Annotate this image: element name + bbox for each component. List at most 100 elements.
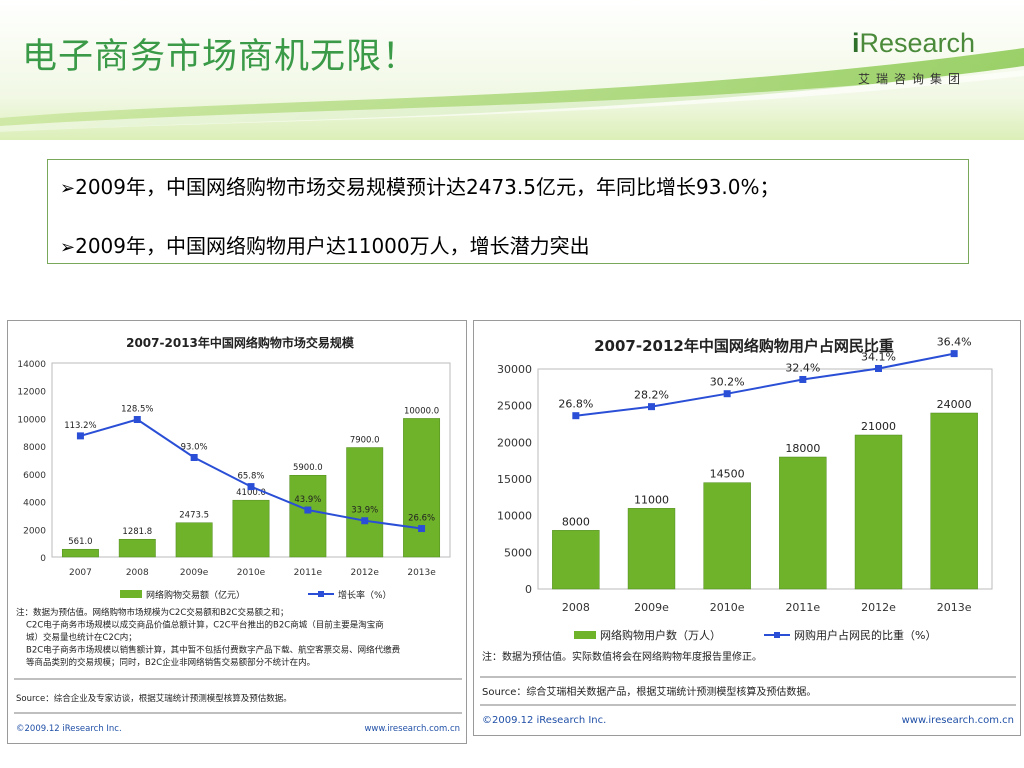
bar-data-label: 7900.0 bbox=[350, 436, 380, 446]
rate-point bbox=[361, 517, 369, 525]
y-tick-label: 14000 bbox=[17, 360, 46, 370]
y-tick-label: 8000 bbox=[23, 443, 46, 453]
user-share-chart-panel: 2007-2012年中国网络购物用户占网民比重 30000 25000 20000 15… bbox=[473, 320, 1021, 736]
rate-data-label: 33.9% bbox=[351, 506, 378, 516]
chart-note: 注：数据为预估值。实际数值将会在网络购物年度报告里修正。 bbox=[482, 650, 762, 663]
iresearch-logo: iResearch 艾瑞咨询集团 bbox=[852, 28, 1002, 90]
bar-data-label: 10000.0 bbox=[404, 406, 439, 416]
chart-note: 注：数据为预估值。网络购物市场规模为C2C交易额和B2C交易额之和； bbox=[16, 607, 288, 618]
chart-website: www.iresearch.com.cn bbox=[902, 715, 1014, 726]
x-tick-label: 2012e bbox=[350, 568, 379, 578]
rate-point bbox=[875, 364, 882, 372]
x-tick-label: 2013e bbox=[407, 568, 436, 578]
rate-point bbox=[304, 506, 312, 514]
chart-copyright: ©2009.12 iResearch Inc. bbox=[16, 724, 122, 734]
y-tick-label: 15000 bbox=[497, 473, 532, 486]
chart-note: B2C电子商务市场规模以销售额计算，其中暂不包括付费数字产品下载、航空客票交易、… bbox=[26, 645, 401, 656]
bar bbox=[703, 482, 751, 590]
bar bbox=[118, 538, 156, 558]
y-tick-label: 6000 bbox=[23, 471, 46, 481]
slide-title: 电子商务市场商机无限！ bbox=[22, 37, 419, 77]
bullet-arrow-icon: ➢ bbox=[60, 237, 76, 258]
y-tick-label: 4000 bbox=[23, 499, 46, 509]
summary-box: ➢2009年，中国网络购物市场交易规模预计达2473.5亿元，年同比增长93.0… bbox=[47, 159, 969, 264]
x-tick-label: 2007 bbox=[69, 568, 92, 578]
rate-point bbox=[648, 403, 655, 411]
bullet-arrow-icon: ➢ bbox=[60, 178, 76, 199]
x-tick-label: 2012e bbox=[861, 601, 896, 614]
rate-data-label: 26.6% bbox=[408, 514, 435, 524]
legend-bar-label: 网络购物交易额（亿元） bbox=[146, 589, 245, 601]
rate-data-label: 93.0% bbox=[181, 442, 208, 452]
summary-bullet-1: ➢2009年，中国网络购物市场交易规模预计达2473.5亿元，年同比增长93.0… bbox=[60, 175, 780, 199]
x-tick-label: 2011e bbox=[294, 568, 323, 578]
rate-point bbox=[418, 525, 426, 533]
rate-point bbox=[723, 390, 731, 398]
x-tick-label: 2011e bbox=[785, 601, 820, 614]
y-tick-label: 0 bbox=[40, 554, 46, 564]
x-tick-label: 2008 bbox=[562, 601, 590, 614]
rate-point bbox=[572, 412, 580, 420]
x-tick-label: 2010e bbox=[710, 601, 745, 614]
rate-data-label: 43.9% bbox=[294, 495, 321, 505]
chart-title: 2007-2012年中国网络购物用户占网民比重 bbox=[594, 337, 894, 355]
rate-point bbox=[950, 350, 958, 358]
rate-point bbox=[799, 375, 807, 383]
bar-data-label: 14500 bbox=[710, 468, 745, 481]
bar bbox=[552, 530, 600, 590]
bar-data-label: 2473.5 bbox=[179, 511, 209, 521]
y-tick-label: 30000 bbox=[497, 363, 532, 376]
bar bbox=[930, 412, 978, 590]
y-tick-label: 5000 bbox=[504, 546, 532, 559]
legend-bar-swatch bbox=[574, 631, 596, 639]
bar bbox=[289, 474, 327, 558]
chart-copyright: ©2009.12 iResearch Inc. bbox=[482, 715, 606, 726]
bar bbox=[175, 522, 213, 558]
chart-source: Source：综合艾瑞相关数据产品，根据艾瑞统计预测模型核算及预估数据。 bbox=[482, 685, 816, 698]
bar-data-label: 561.0 bbox=[68, 537, 92, 547]
y-tick-label: 10000 bbox=[497, 510, 532, 523]
legend-line-marker bbox=[318, 591, 324, 597]
bar bbox=[779, 456, 827, 590]
bar bbox=[627, 508, 676, 590]
bar bbox=[403, 418, 441, 558]
chart-note: C2C电子商务市场规模以成交商品价值总额计算，C2C平台推出的B2C商城（目前主… bbox=[26, 620, 384, 631]
bar-data-label: 1281.8 bbox=[122, 527, 152, 537]
x-tick-label: 2008 bbox=[126, 568, 149, 578]
bar bbox=[346, 447, 384, 558]
bar bbox=[61, 548, 99, 558]
y-tick-label: 20000 bbox=[497, 436, 532, 449]
bar-data-label: 24000 bbox=[937, 398, 972, 411]
rate-data-label: 65.8% bbox=[237, 472, 264, 482]
market-size-chart: 2007-2013年中国网络购物市场交易规模 14000 12000 10000 800… bbox=[14, 335, 462, 734]
bar-data-label: 5900.0 bbox=[293, 463, 323, 473]
rate-data-label: 32.4% bbox=[785, 361, 820, 374]
rate-data-label: 113.2% bbox=[64, 421, 96, 431]
bar-data-label: 8000 bbox=[562, 515, 590, 528]
market-size-chart-panel: 2007-2013年中国网络购物市场交易规模 14000 12000 10000 800… bbox=[7, 320, 467, 744]
legend-line-label: 增长率（%） bbox=[338, 589, 392, 601]
rate-point bbox=[247, 483, 255, 491]
bar-data-label: 21000 bbox=[861, 420, 896, 433]
y-tick-label: 10000 bbox=[17, 415, 46, 425]
rate-data-label: 36.4% bbox=[937, 336, 972, 349]
x-tick-label: 2009e bbox=[180, 568, 209, 578]
y-tick-label: 0 bbox=[525, 583, 532, 596]
rate-data-label: 28.2% bbox=[634, 389, 669, 402]
y-tick-label: 12000 bbox=[17, 388, 46, 398]
bar bbox=[854, 434, 903, 590]
rate-data-label: 128.5% bbox=[121, 405, 153, 415]
rate-data-label: 34.1% bbox=[861, 350, 896, 363]
rate-point bbox=[133, 416, 141, 424]
chart-note: 城）交易量也统计在C2C内； bbox=[26, 632, 137, 643]
logo-wordmark: iResearch bbox=[852, 28, 976, 58]
user-share-chart: 2007-2012年中国网络购物用户占网民比重 30000 25000 20000 15… bbox=[480, 336, 1016, 726]
x-tick-label: 2009e bbox=[634, 601, 669, 614]
chart-website: www.iresearch.com.cn bbox=[364, 724, 460, 734]
bar-data-label: 4100.0 bbox=[236, 488, 266, 498]
summary-bullet-2: ➢2009年，中国网络购物用户达11000万人，增长潜力突出 bbox=[60, 234, 590, 258]
legend-bar-label: 网络购物用户数（万人） bbox=[600, 628, 721, 642]
y-tick-label: 25000 bbox=[497, 400, 532, 413]
logo-subtitle: 艾瑞咨询集团 bbox=[858, 72, 967, 86]
rate-data-label: 26.8% bbox=[558, 398, 593, 411]
